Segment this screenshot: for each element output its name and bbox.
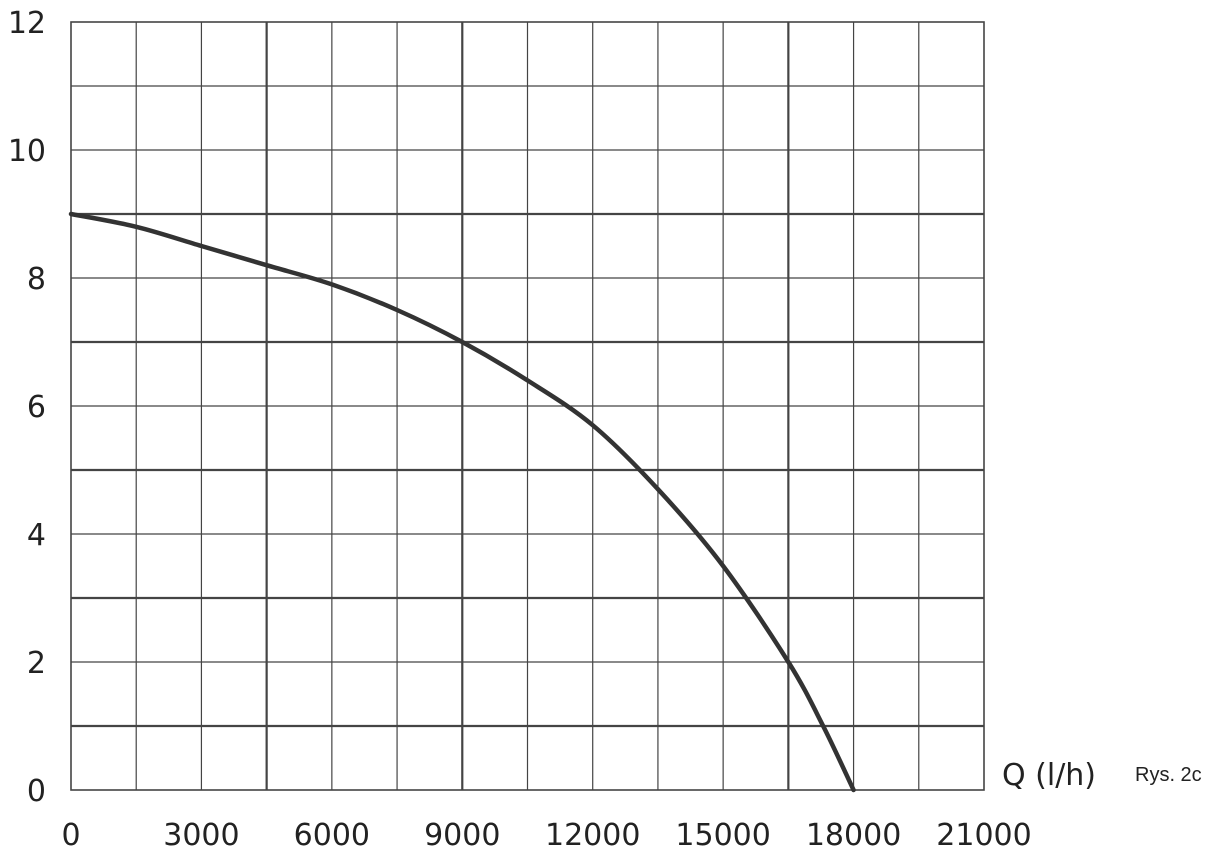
x-tick-label: 18000 <box>806 818 901 853</box>
x-tick-label: 9000 <box>424 818 500 853</box>
y-tick-label: 12 <box>8 6 46 41</box>
grid <box>71 22 984 790</box>
x-tick-label: 21000 <box>936 818 1031 853</box>
x-tick-label: 0 <box>61 818 80 853</box>
x-tick-labels: 0 3000 6000 9000 12000 15000 18000 21000 <box>61 818 1031 853</box>
y-tick-label: 6 <box>27 390 46 425</box>
figure-caption: Rys. 2c <box>1135 764 1202 786</box>
x-tick-label: 3000 <box>163 818 239 853</box>
y-tick-label: 10 <box>8 134 46 169</box>
plot-frame <box>70 21 985 791</box>
y-tick-label: 8 <box>27 262 46 297</box>
y-tick-label: 0 <box>27 774 46 809</box>
y-tick-labels: 0 2 4 6 8 10 12 <box>8 6 46 809</box>
y-tick-label: 4 <box>27 518 46 553</box>
x-axis-label: Q (l/h) <box>1002 758 1096 793</box>
y-tick-label: 2 <box>27 646 46 681</box>
curve-layer <box>68 211 856 793</box>
x-tick-label: 6000 <box>294 818 370 853</box>
x-tick-label: 12000 <box>545 818 640 853</box>
plot-border <box>70 21 985 791</box>
series-line-0 <box>68 211 856 793</box>
x-tick-label: 15000 <box>675 818 770 853</box>
